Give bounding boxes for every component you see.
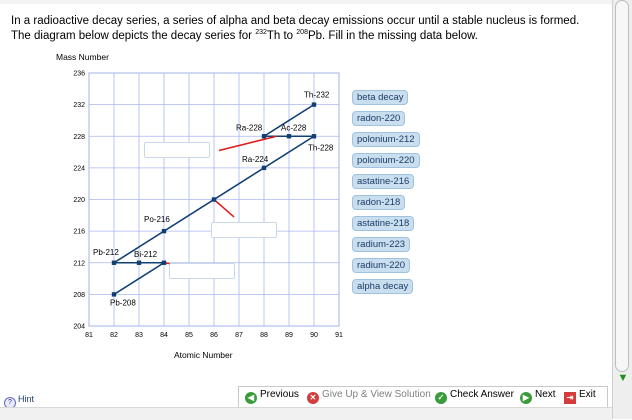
exit-button[interactable]: ⇥ Exit <box>564 389 596 404</box>
instructions-text: In a radioactive decay series, a series … <box>11 15 580 42</box>
footer: ? Hint ◀ Previous ✕ Give Up & View Solution… <box>0 386 612 420</box>
x-tick-label: 83 <box>135 332 143 339</box>
action-bar: ◀ Previous ✕ Give Up & View Solution ✓ Chec… <box>238 386 608 407</box>
answer-label[interactable]: radon-220 <box>352 111 406 126</box>
y-tick-label: 216 <box>73 229 85 236</box>
next-button[interactable]: ▶ Next <box>520 389 556 404</box>
nuclide-point <box>136 260 142 265</box>
answer-label[interactable]: beta decay <box>352 90 409 105</box>
nuclide-point <box>211 197 217 202</box>
check-answer-button[interactable]: ✓ Check Answer <box>435 389 514 404</box>
y-tick-label: 204 <box>73 324 85 331</box>
nuclide-label: Pb-212 <box>93 248 119 257</box>
give-up-x-icon: ✕ <box>307 392 319 404</box>
scrollbar-thumb[interactable] <box>615 0 629 372</box>
nuclide-point <box>261 165 267 171</box>
answer-label[interactable]: alpha decay <box>352 279 414 294</box>
nuclide-point <box>111 260 117 265</box>
answer-connector-line <box>218 135 277 152</box>
y-tick-label: 208 <box>73 292 85 299</box>
nuclide-label: Th-228 <box>308 143 334 152</box>
x-tick-label: 81 <box>85 332 93 339</box>
vertical-scrollbar[interactable]: ▼ <box>612 0 632 419</box>
nuclide-point <box>311 134 317 139</box>
previous-button[interactable]: ◀ Previous <box>245 389 299 404</box>
answer-label[interactable]: radon-218 <box>352 195 406 210</box>
nuclide-label: Ac-228 <box>281 123 307 132</box>
nuclide-label: Ra-228 <box>236 123 263 132</box>
x-tick-label: 88 <box>260 332 268 339</box>
nuclide-point <box>161 228 167 234</box>
next-arrow-icon: ▶ <box>520 392 532 404</box>
end-symbol: Pb. Fill in the missing data below. <box>307 30 478 42</box>
nuclide-label: Bi-212 <box>134 250 158 259</box>
y-tick-label: 220 <box>73 197 85 204</box>
next-label: Next <box>535 389 556 400</box>
start-symbol: Th to <box>266 30 297 42</box>
check-answer-label: Check Answer <box>450 389 514 400</box>
hint-label: Hint <box>18 394 35 404</box>
answer-drop-target[interactable] <box>143 142 210 159</box>
answer-connector-line <box>213 198 235 218</box>
y-tick-label: 212 <box>73 260 85 267</box>
decay-path-segment <box>113 262 165 296</box>
scroll-down-arrow-icon[interactable]: ▼ <box>617 372 629 384</box>
answer-drop-target[interactable] <box>168 262 235 279</box>
answer-label[interactable]: radium-223 <box>352 237 411 252</box>
give-up-button[interactable]: ✕ Give Up & View Solution <box>307 389 431 404</box>
y-tick-label: 228 <box>73 134 85 141</box>
x-tick-label: 85 <box>185 332 193 339</box>
top-strip <box>0 0 612 4</box>
y-tick-label: 232 <box>73 102 85 109</box>
nuclide-label: Ra-224 <box>242 155 269 164</box>
answer-label[interactable]: polonium-220 <box>352 153 420 168</box>
answer-label[interactable]: astatine-216 <box>352 174 415 189</box>
give-up-label: Give Up & View Solution <box>322 389 431 400</box>
exit-door-icon: ⇥ <box>564 392 576 404</box>
decay-chart: 81 82 83 84 85 86 87 88 89 90 91 204 208 212 216 220 224… <box>73 71 343 340</box>
nuclide-point <box>161 260 167 265</box>
x-tick-label: 89 <box>285 332 293 339</box>
nuclide-point <box>261 134 267 139</box>
end-mass: 208 <box>296 29 308 37</box>
x-tick-label: 87 <box>235 332 243 339</box>
previous-label: Previous <box>260 389 299 400</box>
start-mass: 232 <box>255 29 267 37</box>
decay-path-segment <box>263 103 315 137</box>
answer-drop-target[interactable] <box>211 221 277 238</box>
hint-button[interactable]: ? Hint <box>4 394 34 409</box>
exit-label: Exit <box>579 389 596 400</box>
nuclide-point <box>286 134 292 139</box>
nuclide-label: Po-216 <box>144 215 170 224</box>
answer-label[interactable]: polonium-212 <box>352 132 420 147</box>
x-axis-title: Atomic Number <box>174 350 233 360</box>
previous-arrow-icon: ◀ <box>245 392 257 404</box>
x-tick-label: 84 <box>160 332 168 339</box>
instructions: In a radioactive decay series, a series … <box>11 14 601 44</box>
answer-label[interactable]: astatine-218 <box>352 216 415 231</box>
y-axis-title: Mass Number <box>56 52 109 62</box>
checkmark-icon: ✓ <box>435 392 447 404</box>
x-tick-label: 86 <box>210 332 218 339</box>
answer-label-bank: beta decay radon-220 polonium-212 poloni… <box>352 90 422 300</box>
status-bar <box>0 407 612 420</box>
x-tick-label: 90 <box>310 332 318 339</box>
y-tick-label: 224 <box>73 165 85 172</box>
nuclide-point <box>111 292 117 297</box>
nuclide-label: Pb-208 <box>110 298 136 307</box>
nuclide-label: Th-232 <box>304 91 330 100</box>
x-tick-label: 82 <box>110 332 118 339</box>
nuclide-point <box>311 102 317 107</box>
answer-label[interactable]: radium-220 <box>352 258 411 273</box>
y-tick-label: 236 <box>73 71 85 78</box>
x-tick-label: 91 <box>335 332 343 339</box>
